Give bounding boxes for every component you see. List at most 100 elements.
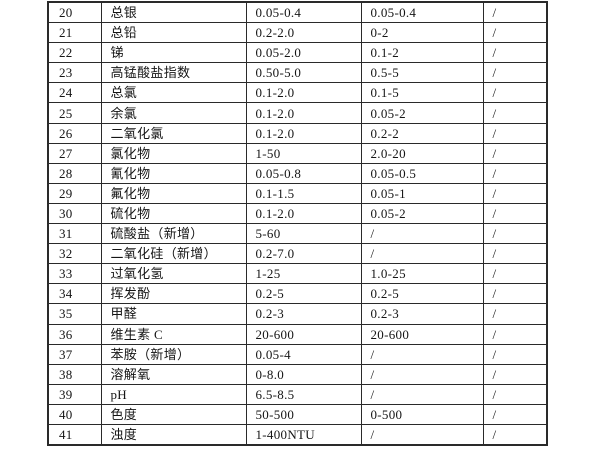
- table-cell-no: 34: [47, 283, 102, 305]
- table-cell-remark: /: [482, 122, 548, 144]
- table-cell-range-2: 20-600: [360, 323, 484, 345]
- table-cell-range-1: 0.50-5.0: [245, 62, 362, 84]
- table-cell-range-1: 0.2-3: [245, 303, 362, 325]
- table-cell-range-1: 0.05-0.8: [245, 162, 362, 184]
- table-cell-parameter: 氰化物: [100, 162, 247, 184]
- table-row: 33 过氧化氢 1-25 1.0-25/: [47, 263, 548, 285]
- table-cell-no: 25: [47, 102, 102, 124]
- table-cell-range-1: 0.1-2.0: [245, 102, 362, 124]
- table-cell-range-1: 1-25: [245, 263, 362, 285]
- table-row: 36 维生素 C 20-600 20-600/: [47, 323, 548, 345]
- table-cell-range-2: 2.0-20: [360, 142, 484, 164]
- table-cell-parameter: 硫化物: [100, 202, 247, 225]
- table-cell-remark: /: [482, 403, 548, 425]
- table-cell-no: 20: [47, 1, 102, 24]
- table-cell-range-2: 0.2-5: [360, 283, 484, 305]
- table-cell-remark: /: [482, 343, 548, 365]
- table-cell-no: 37: [47, 343, 102, 365]
- table-row: 30 硫化物 0.1-2.0 0.05-2/: [47, 202, 548, 225]
- table-cell-no: 38: [47, 363, 102, 385]
- table-cell-range-2: 0.05-0.5: [360, 162, 484, 184]
- table-cell-range-1: 6.5-8.5: [245, 383, 362, 405]
- table-cell-parameter: 溶解氧: [100, 363, 247, 385]
- table-cell-range-2: 0.5-5: [360, 62, 484, 84]
- table-cell-parameter: 锑: [100, 42, 247, 64]
- table-cell-parameter: 余氯: [100, 102, 247, 124]
- table-cell-range-2: 0.1-5: [360, 82, 484, 104]
- table-cell-no: 27: [47, 142, 102, 164]
- table-cell-parameter: 氯化物: [100, 142, 247, 164]
- table-row: 27 氯化物 1-50 2.0-20/: [47, 142, 548, 164]
- table-row: 20 总银 0.05-0.4 0.05-0.4/: [47, 1, 548, 24]
- table-cell-parameter: 色度: [100, 403, 247, 425]
- table-cell-parameter: 过氧化氢: [100, 263, 247, 285]
- table-cell-parameter: 挥发酚: [100, 283, 247, 305]
- table-cell-remark: /: [482, 202, 548, 225]
- table-cell-parameter: 高锰酸盐指数: [100, 62, 247, 84]
- table-cell-parameter: 二氧化硅（新增）: [100, 243, 247, 265]
- table-cell-no: 22: [47, 42, 102, 64]
- table-cell-no: 40: [47, 403, 102, 425]
- table-cell-remark: /: [482, 62, 548, 84]
- table-cell-remark: /: [482, 82, 548, 104]
- table-cell-range-2: /: [360, 383, 484, 405]
- table-cell-parameter: pH: [100, 383, 247, 405]
- table-cell-parameter: 维生素 C: [100, 323, 247, 345]
- table-cell-parameter: 总铅: [100, 22, 247, 44]
- table-cell-remark: /: [482, 323, 548, 345]
- table-cell-range-2: /: [360, 343, 484, 365]
- table-row: 35 甲醛 0.2-3 0.2-3/: [47, 303, 548, 325]
- table-row: 24 总氯 0.1-2.0 0.1-5/: [47, 82, 548, 104]
- table-row: 28 氰化物 0.05-0.8 0.05-0.5/: [47, 162, 548, 184]
- table-row: 26 二氧化氯 0.1-2.0 0.2-2/: [47, 122, 548, 144]
- table-row: 23 高锰酸盐指数 0.50-5.0 0.5-5/: [47, 62, 548, 84]
- table-row: 39 pH 6.5-8.5//: [47, 383, 548, 405]
- table-cell-no: 32: [47, 243, 102, 265]
- table-cell-range-2: /: [360, 423, 484, 446]
- table-cell-remark: /: [482, 102, 548, 124]
- table-cell-range-2: /: [360, 223, 484, 245]
- table-row: 32 二氧化硅（新增） 0.2-7.0//: [47, 243, 548, 265]
- table-cell-parameter: 总氯: [100, 82, 247, 104]
- table-cell-range-1: 0-8.0: [245, 363, 362, 385]
- table-cell-no: 35: [47, 303, 102, 325]
- table-cell-range-2: 0.05-2: [360, 202, 484, 225]
- table-cell-no: 41: [47, 423, 102, 446]
- table-cell-no: 29: [47, 182, 102, 204]
- table-row: 29 氟化物 0.1-1.5 0.05-1/: [47, 182, 548, 204]
- table-cell-range-2: 0.05-1: [360, 182, 484, 204]
- table-cell-parameter: 硫酸盐（新增）: [100, 223, 247, 245]
- table-cell-range-1: 0.05-2.0: [245, 42, 362, 64]
- table-cell-parameter: 甲醛: [100, 303, 247, 325]
- table-cell-remark: /: [482, 162, 548, 184]
- table-cell-range-2: 0.2-3: [360, 303, 484, 325]
- table-cell-range-1: 0.1-2.0: [245, 82, 362, 104]
- table-cell-range-1: 0.1-2.0: [245, 122, 362, 144]
- table-cell-parameter: 总银: [100, 1, 247, 24]
- table-row: 40 色度 50-500 0-500/: [47, 403, 548, 425]
- table-cell-no: 30: [47, 202, 102, 225]
- table-cell-range-1: 0.1-2.0: [245, 202, 362, 225]
- table-cell-range-1: 50-500: [245, 403, 362, 425]
- table-cell-remark: /: [482, 243, 548, 265]
- table-row: 37 苯胺（新增） 0.05-4//: [47, 343, 548, 365]
- table-cell-range-1: 20-600: [245, 323, 362, 345]
- table-cell-remark: /: [482, 263, 548, 285]
- parameters-table: 20 总银 0.05-0.4 0.05-0.4/21 总铅 0.2-2.0 0-2/22 锑 0…: [47, 1, 548, 447]
- table-cell-range-1: 0.2-5: [245, 283, 362, 305]
- table-cell-remark: /: [482, 303, 548, 325]
- table-cell-range-1: 1-50: [245, 142, 362, 164]
- table-cell-remark: /: [482, 1, 548, 24]
- table-cell-parameter: 浊度: [100, 423, 247, 446]
- table-cell-range-1: 0.05-0.4: [245, 1, 362, 24]
- table-cell-range-1: 0.2-7.0: [245, 243, 362, 265]
- table-cell-remark: /: [482, 142, 548, 164]
- table-cell-range-2: 0.05-2: [360, 102, 484, 124]
- table-cell-range-2: /: [360, 363, 484, 385]
- table-row: 22 锑 0.05-2.0 0.1-2/: [47, 42, 548, 64]
- table-cell-remark: /: [482, 283, 548, 305]
- table-cell-no: 39: [47, 383, 102, 405]
- table-cell-no: 26: [47, 122, 102, 144]
- table-cell-remark: /: [482, 22, 548, 44]
